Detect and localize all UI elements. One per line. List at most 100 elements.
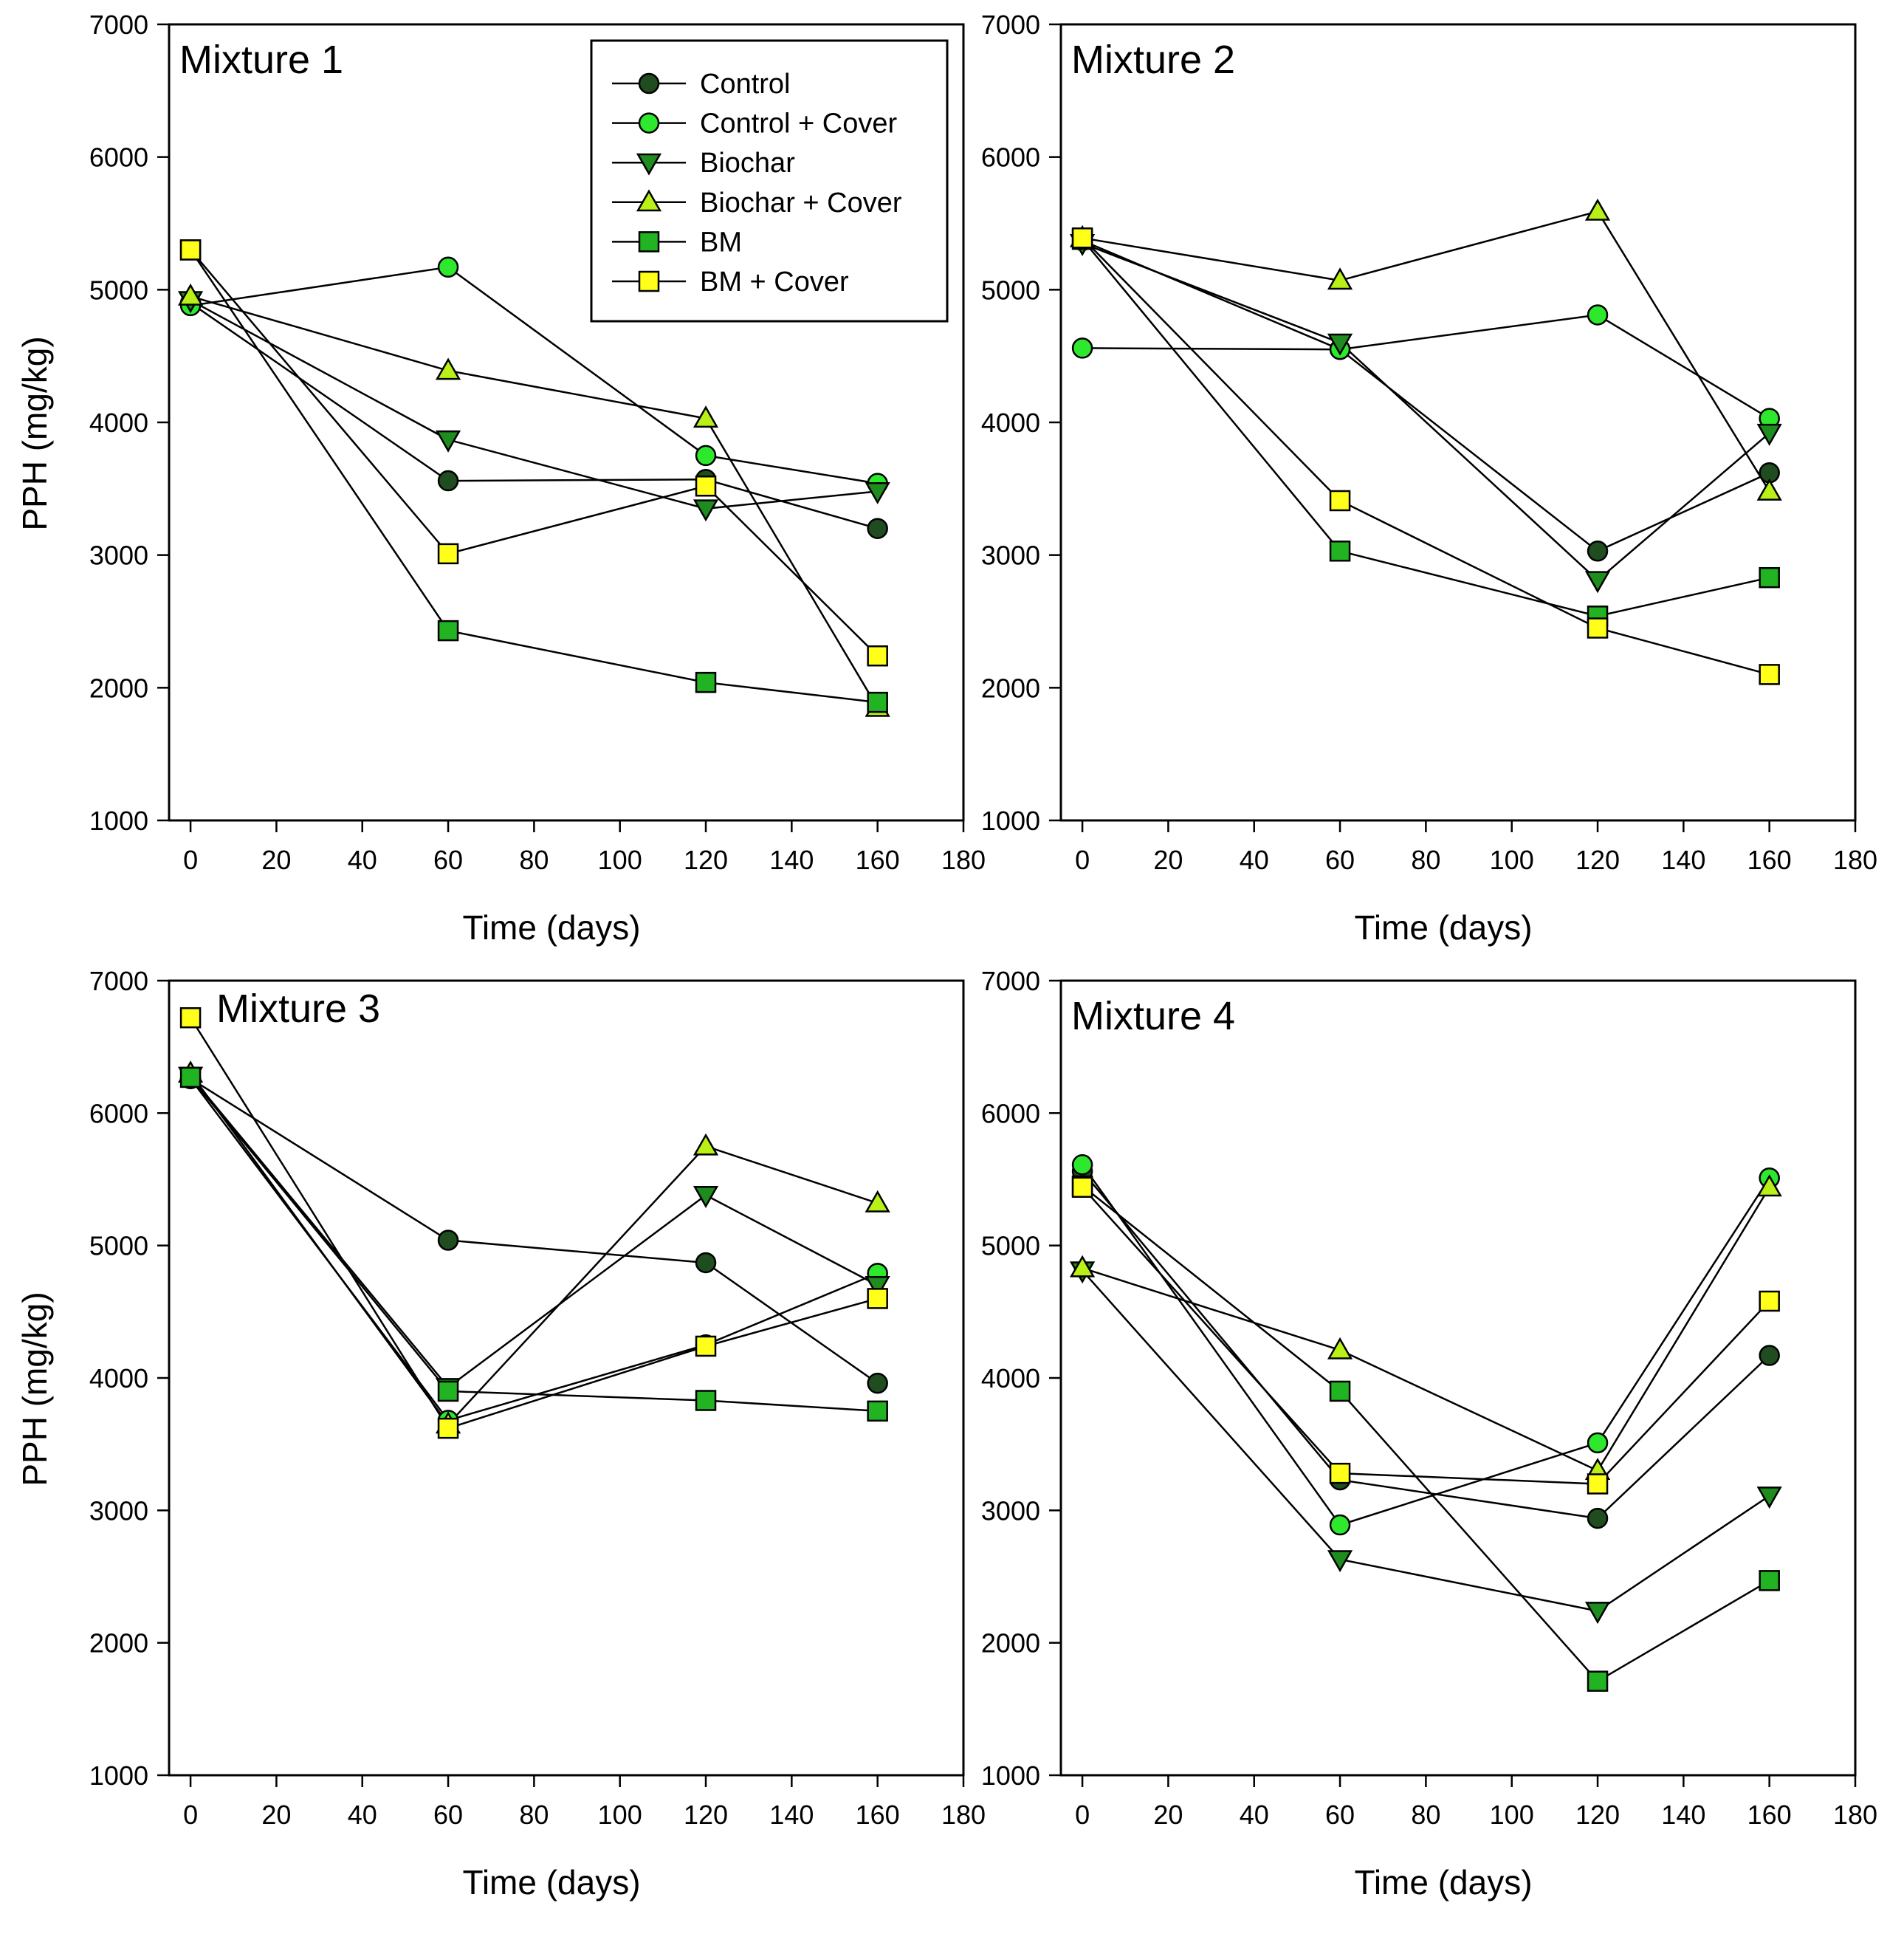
y-tick-label: 1000	[89, 1760, 148, 1791]
panel-title: Mixture 4	[1071, 994, 1235, 1038]
data-point-control-cover	[1071, 1154, 1093, 1176]
x-tick-label: 60	[433, 845, 463, 875]
x-tick-label: 60	[1325, 845, 1355, 875]
legend-marker	[638, 72, 660, 95]
data-point-biochar-cover	[692, 1133, 719, 1156]
x-tick-label: 140	[1661, 845, 1705, 875]
series-line-bm-cover	[190, 1017, 879, 1430]
data-point-biochar	[692, 499, 719, 522]
series-line-biochar	[190, 1075, 879, 1389]
x-tick-label: 20	[261, 1800, 291, 1830]
x-axis-title: Time (days)	[462, 1863, 640, 1902]
data-point-bm	[695, 1390, 717, 1411]
data-point-bm-cover	[179, 1007, 202, 1029]
data-point-bm	[437, 1380, 459, 1402]
x-tick-label: 140	[769, 1800, 814, 1830]
x-tick-label: 160	[1747, 845, 1792, 875]
x-tick-label: 20	[1153, 1800, 1183, 1830]
y-tick-label: 5000	[981, 275, 1040, 305]
data-point-bm	[1329, 541, 1351, 562]
x-tick-label: 80	[1411, 845, 1440, 875]
data-point-biochar-cover	[692, 405, 719, 428]
series-line-biochar	[1082, 1269, 1770, 1612]
x-axis-title: Time (days)	[462, 908, 640, 947]
series-line-control-cover	[190, 266, 878, 484]
x-tick-label: 180	[941, 1800, 986, 1830]
x-tick-label: 120	[1575, 845, 1620, 875]
data-point-bm-cover	[1759, 664, 1780, 685]
x-tick-label: 80	[519, 1800, 549, 1830]
series-line-bm	[190, 249, 878, 704]
panel-4: 0 20 40 60 80 100 120 140 160 180 1000 2000 3000 4000…	[981, 966, 1877, 1902]
x-axis-title: Time (days)	[1354, 1863, 1532, 1902]
series-line-bm-cover	[1082, 1186, 1770, 1485]
x-tick-label: 40	[1240, 845, 1269, 875]
series-line-control	[1082, 239, 1770, 552]
panel-3: 0 20 40 60 80 100 120 140 160 180 1000 2000 3000 4000…	[16, 966, 986, 1902]
y-tick-label: 1000	[981, 806, 1040, 836]
series-line-biochar-cover	[1082, 210, 1770, 493]
panel-title: Mixture 2	[1071, 38, 1235, 82]
data-point-control-cover	[1587, 1432, 1609, 1454]
x-tick-label: 40	[1240, 1800, 1269, 1830]
data-point-control	[867, 518, 888, 539]
series-line-bm-cover	[190, 249, 879, 657]
data-point-control-cover	[1587, 304, 1609, 326]
data-point-biochar-cover	[1327, 1337, 1353, 1359]
x-tick-label: 60	[1325, 1800, 1355, 1830]
y-tick-label: 4000	[89, 408, 148, 438]
data-point-biochar-cover	[865, 1190, 890, 1213]
legend-label: Biochar	[700, 148, 795, 179]
data-point-control	[1587, 541, 1609, 562]
legend-label: Biochar + Cover	[700, 188, 902, 219]
y-tick-label: 6000	[89, 1098, 148, 1128]
data-point-biochar	[1756, 423, 1782, 446]
data-point-biochar	[435, 430, 461, 453]
legend-marker	[638, 231, 660, 253]
legend-marker	[636, 189, 662, 212]
data-point-biochar-cover	[1069, 1255, 1096, 1278]
data-point-biochar	[1584, 571, 1611, 594]
data-point-bm	[867, 1400, 888, 1422]
x-tick-label: 160	[1747, 1800, 1792, 1830]
y-tick-label: 3000	[981, 541, 1040, 571]
series-line-bm	[190, 1077, 878, 1413]
x-tick-label: 0	[183, 845, 198, 875]
data-point-biochar-cover	[1756, 478, 1782, 501]
x-tick-label: 20	[261, 845, 291, 875]
series-line-biochar	[1082, 242, 1770, 582]
data-point-bm-cover	[867, 1288, 888, 1309]
data-point-biochar	[1327, 333, 1353, 356]
y-tick-label: 7000	[89, 966, 148, 996]
data-point-bm	[1759, 566, 1780, 589]
y-tick-label: 5000	[981, 1231, 1040, 1261]
x-tick-label: 40	[348, 845, 377, 875]
y-tick-label: 6000	[89, 143, 148, 173]
x-tick-label: 160	[856, 1800, 900, 1830]
legend-marker	[636, 153, 662, 176]
data-point-bm-cover	[1587, 617, 1609, 639]
y-tick-label: 7000	[89, 10, 148, 40]
data-point-control-cover	[1329, 1514, 1351, 1536]
y-tick-label: 2000	[89, 1628, 148, 1659]
series-line-control	[1082, 1170, 1770, 1520]
x-tick-label: 0	[1075, 845, 1090, 875]
data-point-biochar	[1584, 1602, 1611, 1625]
data-point-bm-cover	[1329, 1462, 1351, 1484]
x-tick-label: 20	[1153, 845, 1183, 875]
panel-1: 0 20 40 60 80 100 120 140 160 180 1000 2000 3000 4000…	[16, 10, 986, 947]
x-tick-label: 120	[684, 1800, 728, 1830]
data-point-bm-cover	[1071, 227, 1093, 249]
panel-2: 0 20 40 60 80 100 120 140 160 180 1000 2000 3000 4000…	[981, 10, 1877, 947]
data-point-bm-cover	[1759, 1290, 1780, 1312]
data-point-bm	[1329, 1380, 1351, 1402]
series-line-biochar-cover	[1082, 1187, 1770, 1472]
x-tick-label: 120	[684, 845, 728, 875]
legend-marker	[638, 270, 660, 292]
x-tick-label: 0	[1075, 1800, 1090, 1830]
data-point-control	[867, 1372, 888, 1394]
y-axis-title: PPH (mg/kg)	[16, 1292, 54, 1486]
data-point-bm-cover	[179, 239, 202, 261]
legend-label: Control	[700, 69, 791, 100]
